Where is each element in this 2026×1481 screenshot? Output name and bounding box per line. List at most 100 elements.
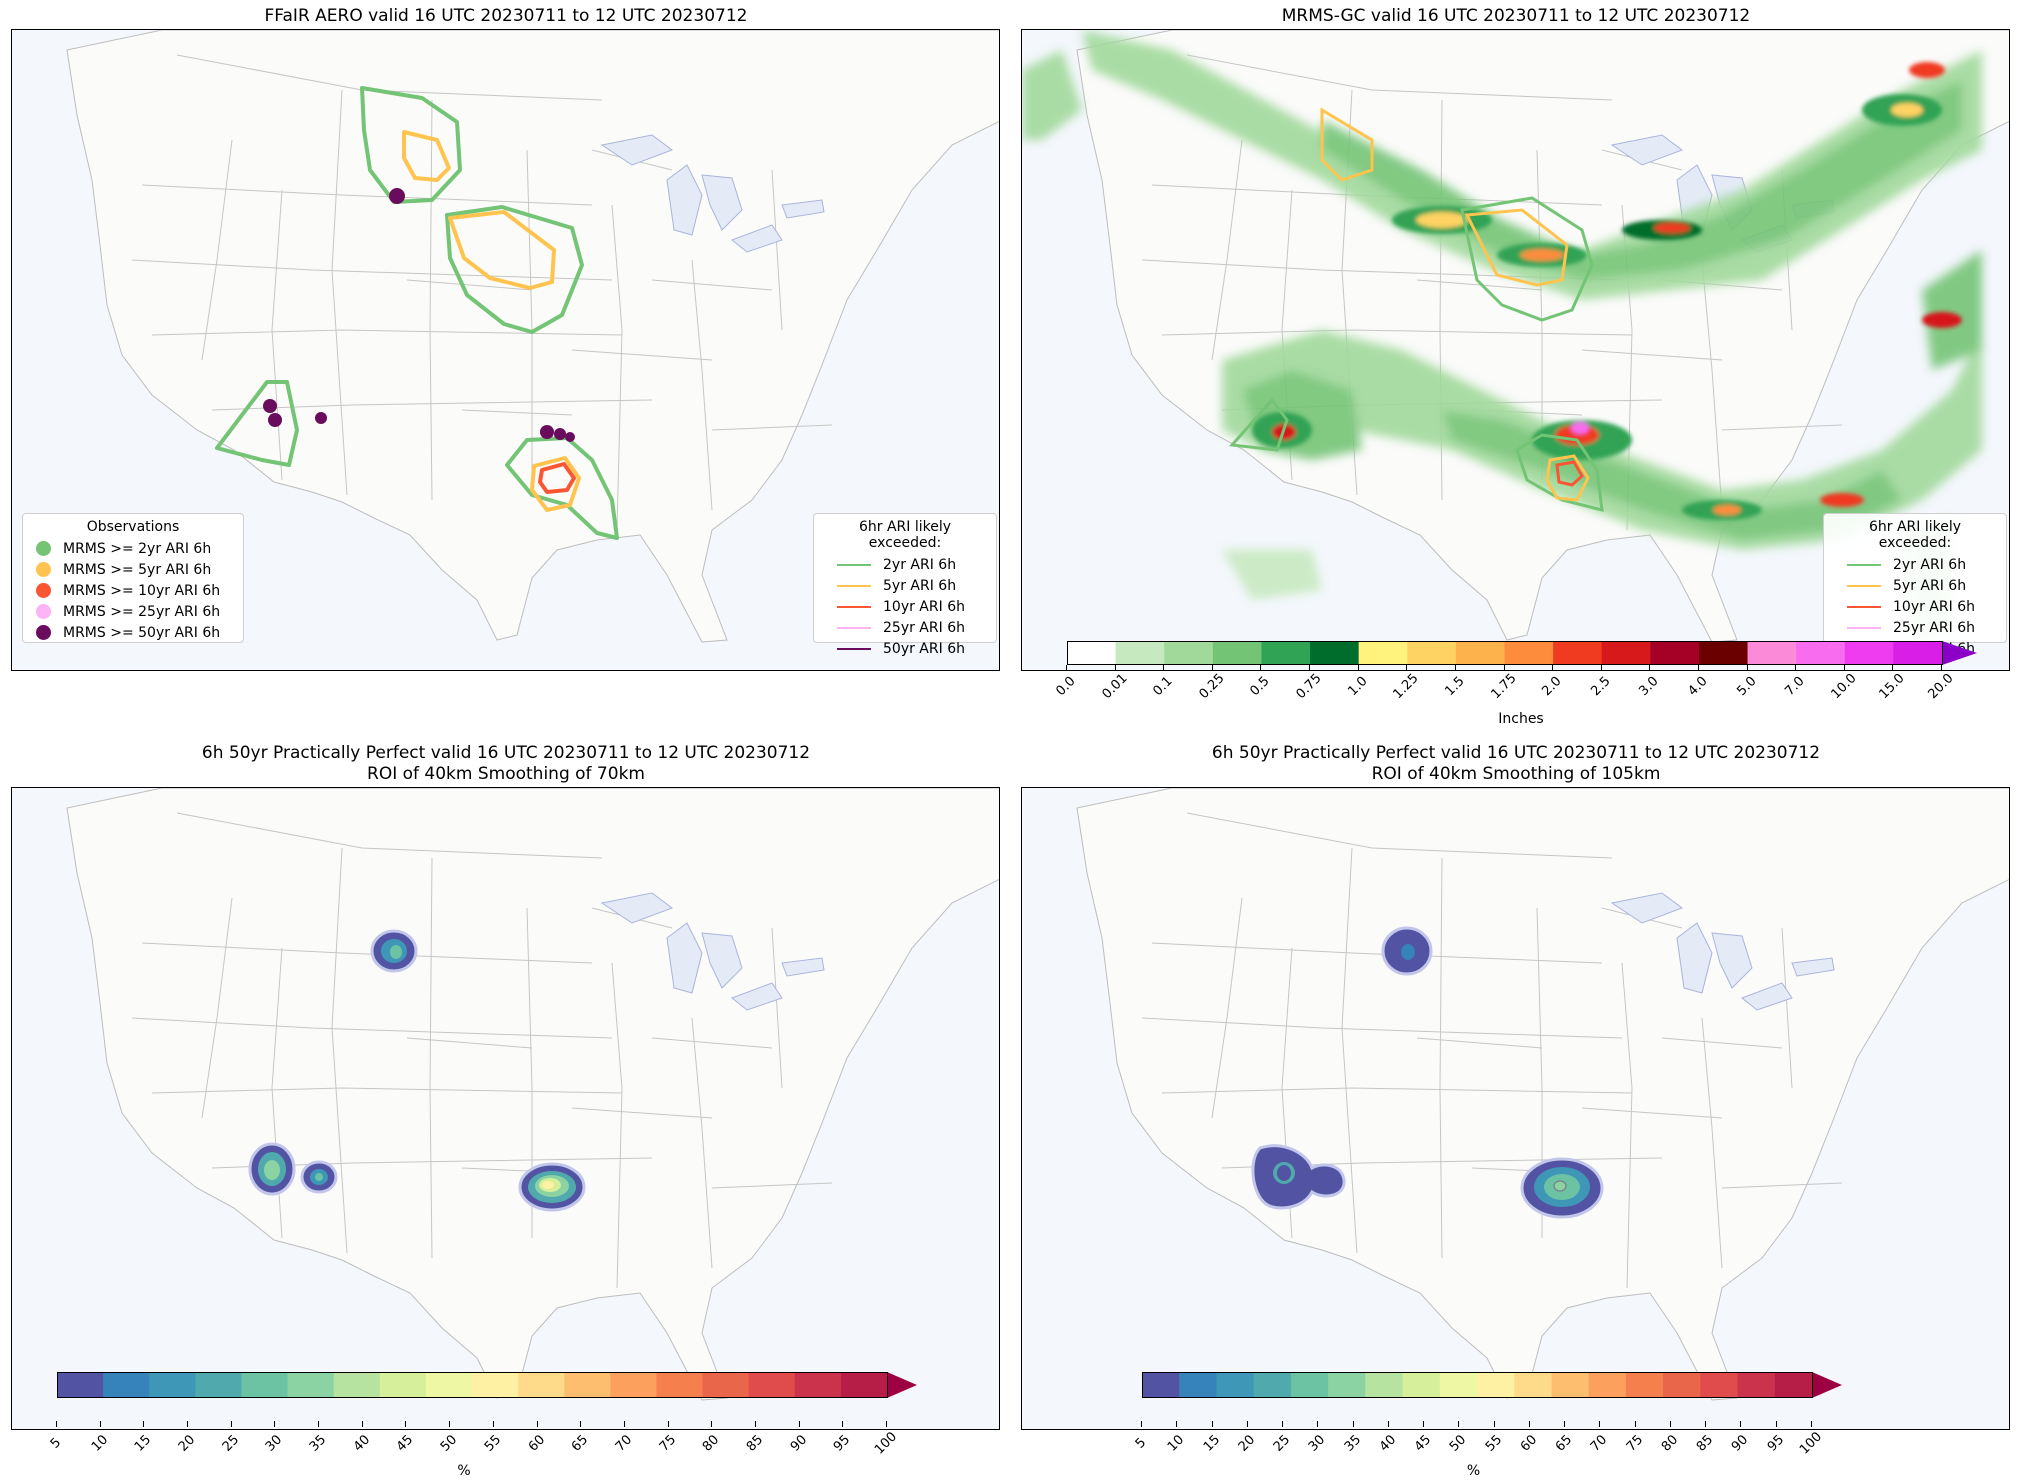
colorbar-tick-label: 4.0 — [1685, 673, 1711, 700]
colorbar-tick-label: 100 — [871, 1429, 901, 1458]
legend-label: 2yr ARI 6h — [883, 556, 957, 573]
map-panel-mrms: 6hr ARI likely exceeded: 2yr ARI 6h 5yr … — [1021, 29, 2010, 671]
colorbar-tick-label: 20.0 — [1925, 670, 1957, 703]
prob-colorbar-ticks-70: 5 10 15 20 25 30 35 40 45 50 55 60 65 70 75 80 85 90 95 100 — [48, 1421, 916, 1464]
legend-label: MRMS >= 2yr ARI 6h — [63, 540, 212, 557]
colorbar-cell — [1216, 1372, 1255, 1398]
colorbar-cell — [1844, 641, 1894, 665]
legend-line-icon — [837, 563, 871, 566]
colorbar-tick — [1552, 665, 1554, 671]
colorbar-tick — [449, 1421, 451, 1427]
colorbar-cell — [1551, 1372, 1590, 1398]
colorbar-tick-label: 40 — [350, 1432, 373, 1455]
colorbar-tick — [318, 1421, 320, 1427]
legend-row: MRMS >= 5yr ARI 6h — [32, 559, 234, 580]
colorbar-cell — [1625, 1372, 1664, 1398]
precip-colorbar — [1067, 641, 2009, 665]
colorbar-cell — [656, 1372, 704, 1398]
colorbar-tick — [1423, 1421, 1425, 1427]
colorbar-tick — [1843, 665, 1845, 671]
colorbar-tick-label: 40 — [1376, 1432, 1399, 1455]
legend-row: 5yr ARI 6h — [1833, 575, 1997, 596]
colorbar-tick — [1775, 1421, 1777, 1427]
legend-label: MRMS >= 50yr ARI 6h — [63, 624, 221, 641]
colorbar-tick — [1811, 1421, 1812, 1427]
colorbar-cell — [1402, 1372, 1441, 1398]
colorbar-cell — [1142, 1372, 1180, 1398]
colorbar-cell — [1212, 641, 1262, 665]
colorbar-tick-label: 3.0 — [1636, 673, 1662, 700]
legend-dot-icon — [36, 583, 51, 598]
colorbar-tick — [536, 1421, 538, 1427]
legend-line-icon — [837, 584, 871, 587]
colorbar-cell — [1737, 1372, 1776, 1398]
colorbar-tick — [1114, 665, 1116, 671]
legend-row: MRMS >= 25yr ARI 6h — [32, 601, 234, 622]
base-map-features — [66, 30, 999, 643]
colorbar-cell — [1601, 641, 1651, 665]
colorbar-cell — [1310, 641, 1360, 665]
panel-title-pp70: 6h 50yr Practically Perfect valid 16 UTC… — [201, 743, 811, 784]
colorbar-tick-label: 90 — [787, 1432, 810, 1455]
ari-legend-ffair: 6hr ARI likely exceeded: 2yr ARI 6h 5yr … — [813, 513, 997, 657]
legend-row: 2yr ARI 6h — [823, 554, 987, 575]
colorbar-cell — [1700, 1372, 1739, 1398]
colorbar-tick — [1941, 665, 1942, 671]
legend-row: MRMS >= 10yr ARI 6h — [32, 580, 234, 601]
colorbar-tick-label: 60 — [525, 1432, 548, 1455]
colorbar-tick-label: 1.5 — [1442, 673, 1468, 700]
panel-title-pp105: 6h 50yr Practically Perfect valid 16 UTC… — [1211, 743, 1821, 784]
colorbar-cell — [1365, 1372, 1404, 1398]
colorbar-tick — [1705, 1421, 1707, 1427]
colorbar-tick-label: 70 — [612, 1432, 636, 1455]
colorbar-tick — [1795, 665, 1797, 671]
colorbar-tick-label: 1.25 — [1390, 670, 1422, 703]
colorbar-cell — [518, 1372, 565, 1398]
colorbar-tick — [754, 1421, 756, 1427]
colorbar-tick-label: 15.0 — [1876, 670, 1908, 703]
colorbar-tick-label: 35 — [1341, 1432, 1364, 1455]
legend-row: 50yr ARI 6h — [823, 638, 987, 659]
colorbar-tick — [1493, 1421, 1495, 1427]
colorbar-tick — [711, 1421, 713, 1427]
legend-label: 25yr ARI 6h — [883, 619, 965, 636]
colorbar-cell — [425, 1372, 473, 1398]
colorbar-cell — [1253, 1372, 1292, 1398]
colorbar-tick — [842, 1421, 844, 1427]
colorbar-tick — [274, 1421, 276, 1427]
colorbar-cell — [748, 1372, 796, 1398]
colorbar-tick-label: 75 — [1623, 1432, 1646, 1455]
colorbar-tick-label: 25 — [1270, 1432, 1294, 1455]
colorbar-tick — [1669, 1421, 1671, 1427]
colorbar-tick-label: 25 — [219, 1432, 242, 1455]
colorbar-tick-label: 2.5 — [1588, 673, 1614, 700]
legend-line-icon — [837, 647, 871, 650]
legend-dot-icon — [36, 562, 51, 577]
colorbar-cell — [794, 1372, 842, 1398]
colorbar-cell — [195, 1372, 242, 1398]
colorbar-tick — [56, 1421, 57, 1427]
precip-colorbar-ticks: 0.0 0.01 0.1 0.25 0.5 0.75 1.0 1.25 1.5 1.75 2.0 2.… — [1053, 665, 1976, 705]
colorbar-cell — [1115, 641, 1165, 665]
colorbar-tick-label: 90 — [1729, 1432, 1752, 1455]
precip-colorbar-label: Inches — [1498, 711, 1544, 727]
colorbar-tick-label: 65 — [569, 1432, 592, 1455]
legend-label: MRMS >= 25yr ARI 6h — [63, 603, 221, 620]
colorbar-tick-label: 80 — [1658, 1432, 1682, 1455]
colorbar-cell — [1650, 641, 1700, 665]
prob-colorbar-105 — [1142, 1372, 1842, 1398]
colorbar-tick — [1260, 665, 1262, 671]
colorbar-tick-label: 5 — [1132, 1435, 1150, 1452]
legend-line-icon — [1847, 626, 1881, 629]
colorbar-cell — [1164, 641, 1214, 665]
colorbar-tick — [1211, 665, 1213, 671]
legend-label: 25yr ARI 6h — [1893, 619, 1975, 636]
legend-label: 5yr ARI 6h — [883, 577, 957, 594]
colorbar-cell — [1067, 641, 1117, 665]
prob-colorbar-ticks-105: 5 10 15 20 25 30 35 40 45 50 55 60 65 70 75 80 85 90 95 100 — [1133, 1421, 1841, 1464]
colorbar-tick — [1634, 1421, 1636, 1427]
colorbar-tick — [1503, 665, 1505, 671]
colorbar-tick — [1357, 665, 1359, 671]
panel-title-ffair: FFaIR AERO valid 16 UTC 20230711 to 12 U… — [264, 6, 748, 26]
colorbar-tick-label: 2.0 — [1539, 673, 1565, 700]
